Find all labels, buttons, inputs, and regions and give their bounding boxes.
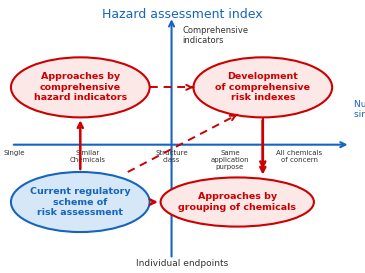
Text: Number of chemicals
simultaneously assessed: Number of chemicals simultaneously asses… — [354, 99, 365, 119]
Ellipse shape — [11, 57, 150, 117]
Text: Approaches by
grouping of chemicals: Approaches by grouping of chemicals — [178, 192, 296, 212]
Text: Approaches by
comprehensive
hazard indicators: Approaches by comprehensive hazard indic… — [34, 72, 127, 102]
Text: Individual endpoints: Individual endpoints — [137, 259, 228, 268]
Text: All chemicals
of concern: All chemicals of concern — [276, 150, 322, 163]
Text: Development
of comprehensive
risk indexes: Development of comprehensive risk indexe… — [215, 72, 310, 102]
Text: Hazard assessment index: Hazard assessment index — [102, 8, 263, 21]
Text: Comprehensive
indicators: Comprehensive indicators — [182, 26, 249, 45]
Text: Similar
Chemicals: Similar Chemicals — [70, 150, 105, 163]
Text: Same
application
purpose: Same application purpose — [211, 150, 249, 170]
Text: Structure
class: Structure class — [155, 150, 188, 163]
Text: Single: Single — [4, 150, 25, 156]
Ellipse shape — [161, 177, 314, 227]
Text: Current regulatory
scheme of
risk assessment: Current regulatory scheme of risk assess… — [30, 187, 131, 217]
Ellipse shape — [193, 57, 332, 117]
Ellipse shape — [11, 172, 150, 232]
